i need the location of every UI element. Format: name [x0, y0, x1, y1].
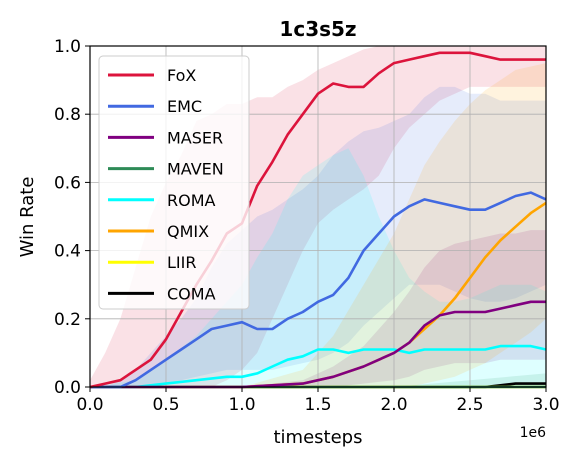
legend-label-liir: LIIR [167, 253, 196, 272]
x-tick-label: 3.0 [532, 395, 559, 415]
y-tick-label: 0.4 [54, 242, 81, 262]
x-tick-label: 1.5 [304, 395, 331, 415]
x-axis-ticks: 0.0 0.5 1.0 1.5 2.0 2.5 3.0 [76, 387, 560, 415]
legend-label-emc: EMC [167, 97, 202, 116]
fox-line [89, 51, 546, 389]
x-axis-exponent: 1e6 [520, 425, 547, 441]
x-axis-title: timesteps [274, 427, 363, 448]
maven-band [90, 373, 546, 387]
y-axis-ticks: 0.0 0.2 0.4 0.6 0.8 1.0 [54, 37, 90, 398]
maser-line [90, 300, 546, 389]
legend-label-fox: FoX [167, 66, 196, 85]
chart-title: 1c3s5z [279, 17, 356, 41]
y-tick-label: 0.8 [54, 105, 81, 125]
y-axis-title: Win Rate [17, 177, 38, 258]
qmix-band [90, 63, 546, 387]
roma-line [90, 344, 547, 389]
y-tick-label: 0.6 [54, 173, 81, 193]
legend-box [98, 55, 250, 310]
legend-label-maser: MASER [167, 128, 223, 147]
y-tick-label: 1.0 [54, 37, 81, 57]
emc-line [90, 191, 547, 389]
maser-band [90, 230, 546, 387]
x-tick-label: 2.5 [456, 395, 483, 415]
legend-label-coma: COMA [167, 284, 216, 303]
x-tick-label: 1.0 [228, 395, 255, 415]
x-tick-label: 0.0 [76, 395, 103, 415]
legend-label-roma: ROMA [167, 191, 216, 210]
legend-label-maven: MAVEN [167, 160, 224, 179]
y-tick-label: 0.2 [54, 310, 81, 330]
x-tick-label: 0.5 [152, 395, 179, 415]
x-tick-label: 2.0 [380, 395, 407, 415]
legend-label-qmix: QMIX [167, 222, 209, 241]
legend: FoX EMC MASER MAVEN ROMA QMIX LIIR COMA [98, 55, 250, 310]
y-tick-label: 0.0 [54, 378, 81, 398]
